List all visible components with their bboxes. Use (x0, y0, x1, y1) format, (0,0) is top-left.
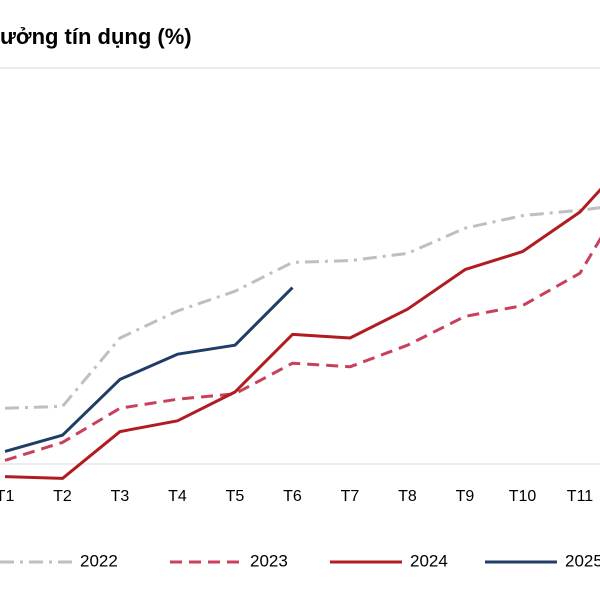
series-line (4, 187, 600, 480)
chart-title: ưởng tín dụng (%) (0, 24, 192, 49)
series-line (4, 206, 600, 410)
x-tick-label: T2 (53, 488, 72, 505)
legend-label: 2022 (80, 551, 118, 570)
x-tick-label: T4 (168, 488, 187, 505)
x-tick-label: T7 (341, 488, 360, 505)
legend-label: 2024 (410, 551, 448, 570)
x-tick-label: T5 (226, 488, 245, 505)
legend-label: 2023 (250, 551, 288, 570)
legend-label: 2025 (565, 551, 600, 570)
x-tick-label: T10 (509, 488, 537, 505)
x-tick-label: T3 (111, 488, 130, 505)
series-line (4, 236, 600, 462)
x-tick-label: T9 (456, 488, 475, 505)
x-tick-label: T6 (283, 488, 302, 505)
series-line (4, 286, 294, 453)
x-tick-label: T11 (567, 488, 593, 505)
x-tick-label: T1 (0, 488, 14, 505)
x-tick-label: T8 (398, 488, 417, 505)
